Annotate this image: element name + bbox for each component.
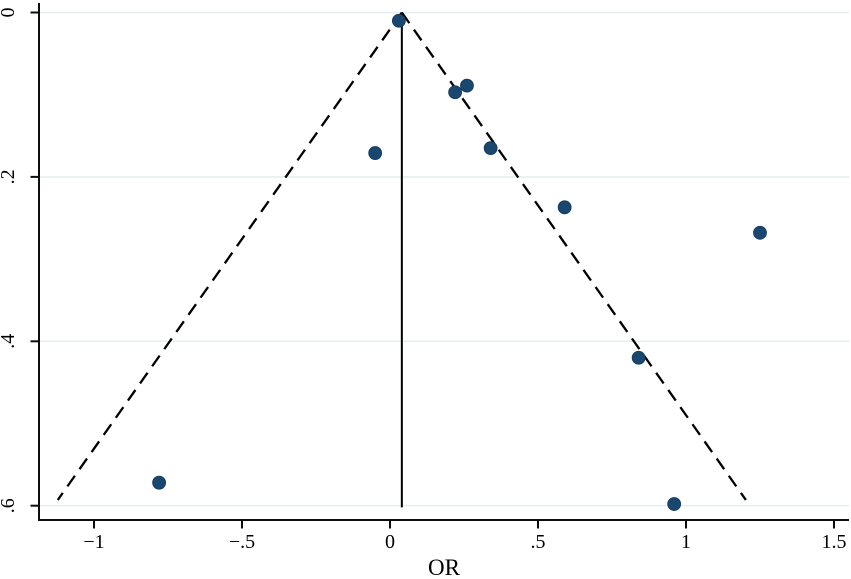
funnel-lower-limit-line [56,11,403,501]
study-data-point [391,13,406,28]
x-tick-label: 1.5 [822,531,847,553]
study-data-point [152,475,167,490]
x-axis-title: OR [428,555,461,579]
y-tick-label: .4 [0,334,19,349]
x-tick-label: 0 [385,531,395,553]
x-tick-label: 1 [681,531,691,553]
y-tick-label: .2 [0,169,19,184]
study-data-point [631,350,646,365]
x-tick-label: −1 [83,531,104,553]
study-data-point [557,200,572,215]
funnel-upper-limit-line [400,11,747,501]
x-tick-label: −.5 [229,531,255,553]
study-data-point [753,225,767,240]
y-tick-label: .6 [0,498,19,513]
study-data-point [448,85,463,100]
study-data-point [667,497,682,511]
study-data-point [483,141,498,156]
study-data-point [368,146,383,160]
x-tick-label: .5 [531,531,546,553]
study-data-point [460,78,474,93]
y-tick-label: 0 [0,8,19,18]
